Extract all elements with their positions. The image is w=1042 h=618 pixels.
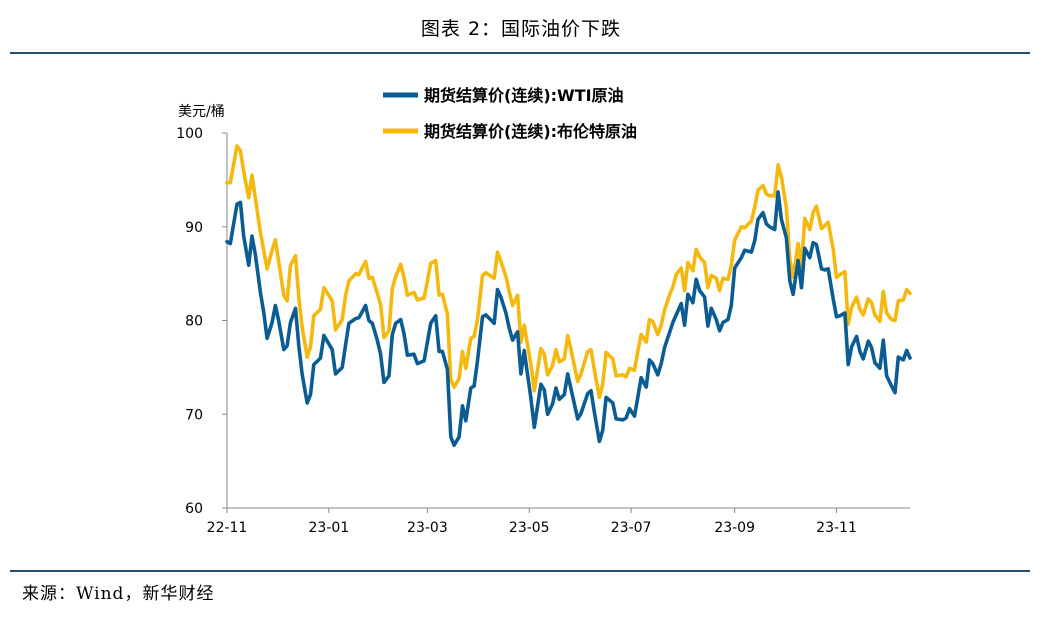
x-tick-label: 22-11: [207, 520, 248, 536]
x-tick-label: 23-09: [714, 520, 755, 536]
x-tick-label: 23-03: [407, 520, 448, 536]
series-line-wti: [225, 190, 912, 447]
legend-label-brent: 期货结算价(连续):布伦特原油: [424, 122, 637, 141]
series-layer: [225, 144, 912, 447]
y-axis-unit-label: 美元/桶: [178, 104, 225, 120]
y-tick-label: 100: [176, 126, 203, 142]
series-line-brent: [225, 144, 912, 400]
legend-label-wti: 期货结算价(连续):WTI原油: [424, 86, 624, 105]
axes: 60 70 80 90 100 22-11 23-01 23-03 23-05 23-07 23-0…: [176, 126, 910, 536]
x-tick-label: 23-05: [509, 520, 550, 536]
y-tick-label: 90: [185, 220, 203, 236]
source-note: 来源：Wind，新华财经: [22, 584, 215, 604]
legend: 期货结算价(连续):WTI原油 期货结算价(连续):布伦特原油: [383, 86, 637, 141]
y-tick-label: 80: [185, 314, 203, 330]
bottom-rule: [10, 570, 1030, 572]
x-tick-label: 23-11: [816, 520, 857, 536]
top-rule: [10, 52, 1030, 54]
figure-title: 图表 2：国际油价下跌: [420, 18, 622, 40]
x-tick-label: 23-01: [309, 520, 350, 536]
y-tick-label: 70: [185, 407, 203, 423]
x-tick-label: 23-07: [611, 520, 652, 536]
y-tick-label: 60: [185, 501, 203, 517]
